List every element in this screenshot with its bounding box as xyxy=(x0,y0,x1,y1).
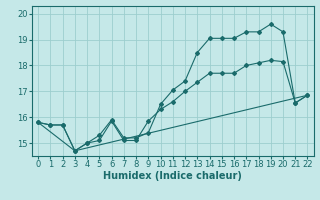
X-axis label: Humidex (Indice chaleur): Humidex (Indice chaleur) xyxy=(103,171,242,181)
